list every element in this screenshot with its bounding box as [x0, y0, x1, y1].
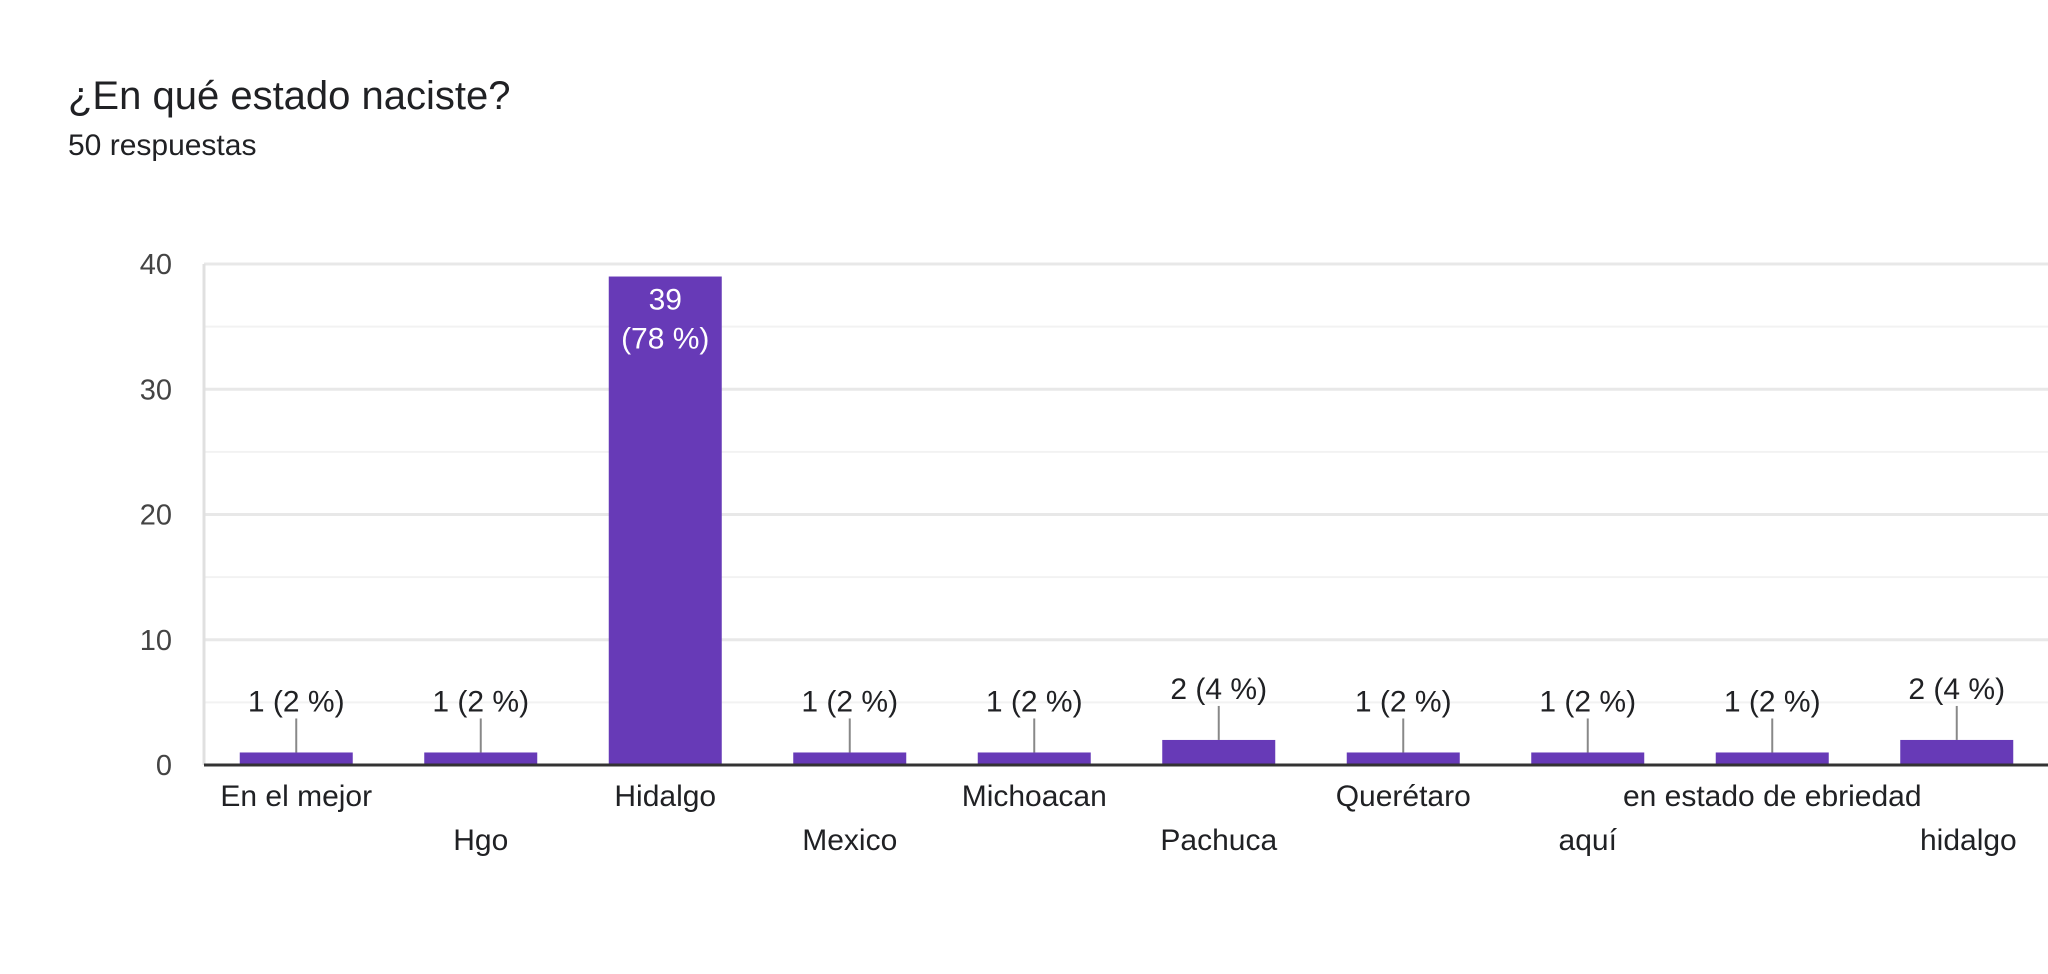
bar: [977, 752, 1091, 765]
data-label: 1 (2 %): [1539, 685, 1636, 718]
data-label: 1 (2 %): [1724, 685, 1821, 718]
x-axis-categories: En el mejor Hgo Hidalgo Mexico Michoacan Pach…: [220, 780, 2016, 857]
bar: [239, 752, 353, 765]
x-category-label: hidalgo: [1920, 824, 2017, 857]
bar: [1346, 752, 1460, 765]
x-category-label: Hgo: [453, 824, 508, 857]
y-tick-label: 0: [156, 750, 172, 782]
bar: [1900, 739, 2014, 765]
x-category-label: Querétaro: [1336, 780, 1471, 813]
y-tick-label: 10: [140, 625, 172, 657]
y-tick-label: 20: [140, 500, 172, 532]
axes: [202, 264, 2048, 767]
data-label: 1 (2 %): [432, 685, 529, 718]
x-category-label: Mexico: [802, 824, 897, 857]
y-tick-label: 40: [140, 249, 172, 281]
data-label: 1 (2 %): [1355, 685, 1452, 718]
data-label: 2 (4 %): [1908, 673, 2005, 706]
bar: [1715, 752, 1829, 765]
bars: [239, 276, 2014, 765]
data-label: 2 (4 %): [1170, 673, 1267, 706]
x-category-label: Hidalgo: [614, 780, 716, 813]
data-label: 39: [649, 284, 682, 317]
chart-title: ¿En qué estado naciste?: [68, 74, 511, 118]
x-category-label: en estado de ebriedad: [1623, 780, 1922, 813]
bar: [1162, 739, 1276, 765]
data-label: 1 (2 %): [248, 685, 345, 718]
data-label: (78 %): [621, 323, 709, 356]
x-category-label: Pachuca: [1160, 824, 1277, 857]
response-count: 50 respuestas: [68, 129, 257, 162]
bar: [424, 752, 538, 765]
bar: [1531, 752, 1645, 765]
x-category-label: En el mejor: [220, 780, 372, 813]
y-tick-label: 30: [140, 374, 172, 406]
x-category-label: aquí: [1559, 824, 1618, 857]
grid-lines: [204, 262, 2048, 704]
bar: [608, 276, 722, 765]
y-axis-ticks: 0 10 20 30 40: [140, 249, 172, 782]
chart-header: ¿En qué estado naciste? 50 respuestas: [68, 68, 511, 166]
data-label: 1 (2 %): [986, 685, 1083, 718]
x-category-label: Michoacan: [962, 780, 1107, 813]
data-labels: 1 (2 %) 1 (2 %) 39 (78 %) 1 (2 %) 1 (2 %) 2 (4…: [248, 284, 2005, 753]
bar: [793, 752, 907, 765]
data-label: 1 (2 %): [801, 685, 898, 718]
